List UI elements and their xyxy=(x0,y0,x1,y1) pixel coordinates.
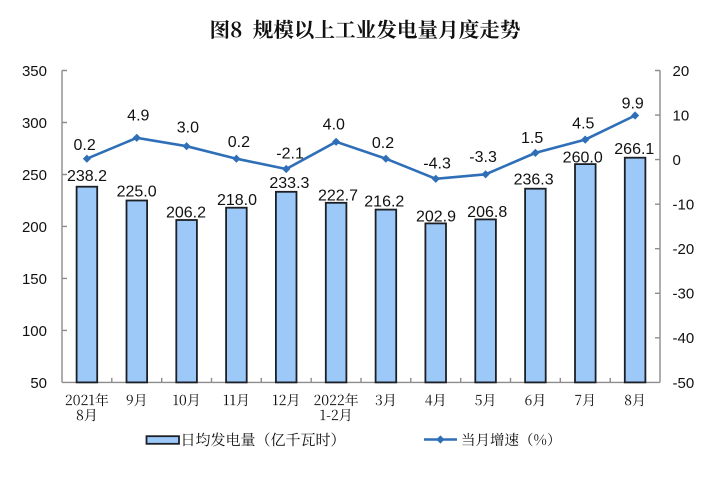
svg-text:206.8: 206.8 xyxy=(467,204,507,221)
svg-text:225.0: 225.0 xyxy=(117,184,157,201)
svg-text:250: 250 xyxy=(22,167,47,184)
svg-text:3.0: 3.0 xyxy=(177,120,199,137)
svg-text:4.9: 4.9 xyxy=(127,107,149,124)
svg-text:-20: -20 xyxy=(673,241,695,258)
svg-text:9.9: 9.9 xyxy=(622,96,644,113)
svg-text:1.5: 1.5 xyxy=(521,130,543,147)
svg-text:4.5: 4.5 xyxy=(572,116,594,133)
svg-text:0: 0 xyxy=(673,152,681,169)
svg-text:-4.3: -4.3 xyxy=(423,155,451,172)
svg-text:206.2: 206.2 xyxy=(166,204,206,221)
svg-text:-3.3: -3.3 xyxy=(469,149,497,166)
svg-text:222.7: 222.7 xyxy=(318,188,358,205)
svg-text:200: 200 xyxy=(22,219,47,236)
svg-text:202.9: 202.9 xyxy=(416,209,456,226)
svg-text:0.2: 0.2 xyxy=(372,135,394,152)
svg-text:218.0: 218.0 xyxy=(217,192,257,209)
svg-text:260.0: 260.0 xyxy=(563,150,603,167)
svg-text:150: 150 xyxy=(22,271,47,288)
svg-text:100: 100 xyxy=(22,323,47,340)
svg-text:236.3: 236.3 xyxy=(514,172,554,189)
svg-text:-40: -40 xyxy=(673,330,695,347)
svg-text:10: 10 xyxy=(673,107,690,124)
svg-text:20: 20 xyxy=(673,63,690,80)
svg-text:-50: -50 xyxy=(673,375,695,392)
svg-text:0.2: 0.2 xyxy=(73,137,95,154)
svg-text:350: 350 xyxy=(22,63,47,80)
svg-text:4.0: 4.0 xyxy=(323,117,345,134)
svg-text:-30: -30 xyxy=(673,286,695,303)
svg-text:-10: -10 xyxy=(673,197,695,214)
svg-text:50: 50 xyxy=(30,375,47,392)
svg-text:-2.1: -2.1 xyxy=(276,146,304,163)
svg-text:233.3: 233.3 xyxy=(269,175,309,192)
svg-text:266.1: 266.1 xyxy=(614,141,654,158)
svg-text:238.2: 238.2 xyxy=(67,168,107,185)
svg-text:300: 300 xyxy=(22,115,47,132)
svg-text:0.2: 0.2 xyxy=(228,134,250,151)
svg-text:216.2: 216.2 xyxy=(364,193,404,210)
